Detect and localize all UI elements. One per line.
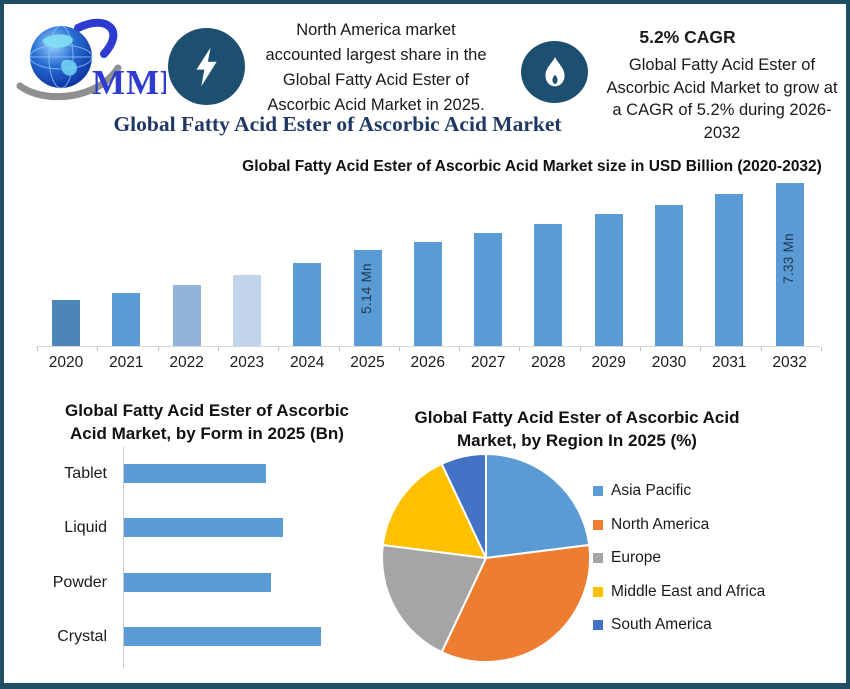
legend-item-middle-east-and-africa: Middle East and Africa	[593, 582, 765, 602]
year-label-2022: 2022	[169, 354, 204, 371]
axis-tick	[217, 347, 219, 351]
main-chart-title: Global Fatty Acid Ester of Ascorbic Acid…	[242, 158, 822, 175]
axis-tick	[338, 347, 340, 351]
mmr-globe-logo: MMR	[16, 18, 166, 102]
bar-2020	[52, 300, 80, 346]
cagr-note: Global Fatty Acid Ester of Ascorbic Acid…	[606, 56, 838, 142]
year-label-2029: 2029	[591, 354, 626, 371]
legend-label: Europe	[611, 549, 661, 566]
legend-marker	[593, 519, 603, 530]
pie-chart-title: Global Fatty Acid Ester of Ascorbic Acid…	[414, 408, 740, 450]
axis-tick	[640, 347, 641, 351]
flame-icon	[544, 57, 565, 87]
year-label-2032: 2032	[772, 354, 807, 371]
region-pie-chart	[381, 453, 591, 663]
legend-item-europe: Europe	[593, 548, 661, 568]
highlight-note: North America market accounted largest s…	[265, 21, 487, 114]
legend-label: Middle East and Africa	[611, 582, 766, 600]
legend-item-south-america: South America	[593, 615, 712, 635]
form-label-liquid: Liquid	[64, 519, 107, 536]
logo-swoosh-gray	[16, 64, 122, 101]
bar-2030	[655, 205, 683, 346]
year-label-2028: 2028	[531, 354, 566, 371]
lightning-bolt-icon	[195, 47, 217, 86]
bar-2026	[413, 242, 442, 346]
axis-tick	[97, 347, 99, 351]
legend-marker	[593, 553, 603, 563]
form-label-powder: Powder	[52, 574, 107, 591]
axis-tick	[820, 347, 822, 351]
form-bar-tablet	[124, 464, 266, 483]
bar-value-label-2032: 7.33 Mn	[780, 233, 796, 284]
lightning-badge	[168, 28, 245, 105]
logo-text: MMR	[92, 63, 166, 102]
year-label-2025: 2025	[350, 354, 385, 371]
bar-2029	[594, 214, 623, 346]
legend-label: North America	[611, 515, 710, 533]
year-label-2020: 2020	[48, 354, 84, 371]
form-label-crystal: Crystal	[57, 628, 107, 645]
bar-value-label-2025: 5.14 Mn	[358, 263, 374, 314]
pie-slice-middle-east-and-africa	[381, 462, 487, 559]
bar-2028	[534, 224, 563, 346]
legend-marker	[593, 586, 603, 597]
year-label-2026: 2026	[410, 354, 446, 371]
year-label-2024: 2024	[289, 354, 325, 371]
axis-tick	[519, 347, 521, 351]
axis-tick	[398, 347, 400, 351]
form-bar-powder	[124, 573, 271, 592]
form-chart-y-axis	[123, 447, 124, 668]
bar-2031	[715, 194, 744, 346]
axis-tick	[459, 347, 461, 351]
form-bar-liquid	[124, 518, 283, 537]
form-chart-title: Global Fatty Acid Ester of Ascorbic Acid…	[64, 401, 350, 443]
axis-tick	[760, 347, 762, 351]
cagr-heading: 5.2% CAGR	[639, 27, 736, 47]
year-label-2027: 2027	[470, 354, 506, 371]
legend-marker	[593, 620, 603, 630]
pie-slice-asia-pacific	[485, 453, 591, 559]
legend-item-asia-pacific: Asia Pacific	[593, 481, 691, 501]
legend-marker	[593, 486, 603, 496]
bar-2024	[293, 263, 322, 346]
pie-slice-south-america	[440, 453, 487, 559]
form-bar-crystal	[124, 627, 321, 646]
logo-swoosh-blue	[74, 18, 118, 58]
legend-label: Asia Pacific	[611, 482, 692, 499]
axis-tick	[700, 347, 702, 351]
bar-2027	[474, 233, 503, 346]
year-label-2023: 2023	[229, 354, 265, 371]
main-chart-x-axis	[36, 346, 820, 347]
bar-2025	[353, 250, 382, 346]
axis-tick	[157, 347, 159, 351]
year-label-2021: 2021	[109, 354, 144, 371]
bar-2021	[112, 293, 141, 346]
form-label-tablet: Tablet	[64, 465, 107, 482]
bar-2023	[232, 275, 261, 346]
legend-label: South America	[611, 616, 712, 633]
axis-tick	[37, 347, 38, 351]
page-title: Global Fatty Acid Ester of Ascorbic Acid…	[113, 112, 562, 136]
axis-tick	[579, 347, 581, 351]
pie-slice-europe	[381, 543, 487, 654]
legend-item-north-america: North America	[593, 515, 709, 535]
axis-tick	[278, 347, 280, 351]
year-label-2031: 2031	[712, 354, 747, 371]
flame-badge	[521, 41, 588, 103]
bar-2032	[775, 183, 804, 346]
bar-2022	[172, 285, 201, 346]
year-label-2030: 2030	[651, 354, 687, 371]
